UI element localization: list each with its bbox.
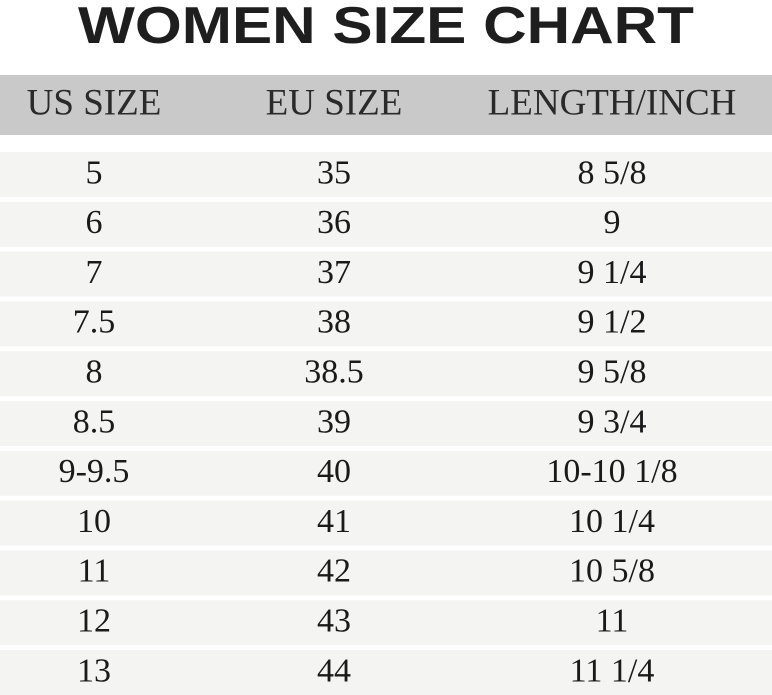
column-header: EU SIZE [266, 82, 403, 123]
row-band [0, 152, 772, 197]
cell: 38 [317, 304, 351, 341]
cell: 8 5/8 [578, 154, 647, 191]
cell: 41 [317, 503, 351, 540]
cell: 9 1/4 [578, 254, 647, 291]
column-header: US SIZE [27, 82, 162, 123]
cell: 5 [86, 154, 103, 191]
row-band [0, 401, 772, 446]
cell: 7.5 [73, 304, 116, 341]
cell: 11 [78, 553, 111, 590]
cell: 36 [317, 204, 351, 241]
cell: 9-9.5 [59, 453, 130, 490]
row-band [0, 351, 772, 397]
row-band [0, 251, 772, 297]
title: WOMEN SIZE CHART [78, 0, 694, 55]
row-band [0, 450, 772, 496]
cell: 8 [86, 353, 103, 390]
cell: 9 3/4 [578, 403, 647, 440]
cell: 11 1/4 [570, 652, 655, 689]
cell: 11 [596, 602, 629, 639]
row-band [0, 301, 772, 347]
cell: 8.5 [73, 403, 116, 440]
column-header: LENGTH/INCH [488, 82, 737, 123]
row-band [0, 201, 772, 247]
cell: 10 1/4 [569, 503, 655, 540]
cell: 10-10 1/8 [546, 453, 677, 490]
cell: 42 [317, 553, 351, 590]
row-band [0, 600, 772, 646]
cell: 40 [317, 453, 351, 490]
cell: 9 [604, 204, 621, 241]
table: US SIZE EU SIZE LENGTH/INCH 5 35 8 5/8 6 36 9 7 37… [0, 82, 772, 695]
cell: 38.5 [304, 353, 364, 390]
cell: 10 5/8 [569, 553, 655, 590]
cell: 35 [317, 154, 351, 191]
cell: 9 1/2 [578, 304, 647, 341]
cell: 6 [86, 204, 103, 241]
header-band [0, 75, 772, 135]
row-band [0, 650, 772, 695]
cell: 7 [86, 254, 103, 291]
row-band [0, 550, 772, 596]
row-band [0, 500, 772, 546]
cell: 43 [317, 602, 351, 639]
cell: 44 [317, 652, 351, 689]
cell: 9 5/8 [578, 353, 647, 390]
cell: 12 [77, 602, 111, 639]
cell: 13 [77, 652, 111, 689]
cell: 39 [317, 403, 351, 440]
cell: 37 [317, 254, 351, 291]
cell: 10 [77, 503, 111, 540]
